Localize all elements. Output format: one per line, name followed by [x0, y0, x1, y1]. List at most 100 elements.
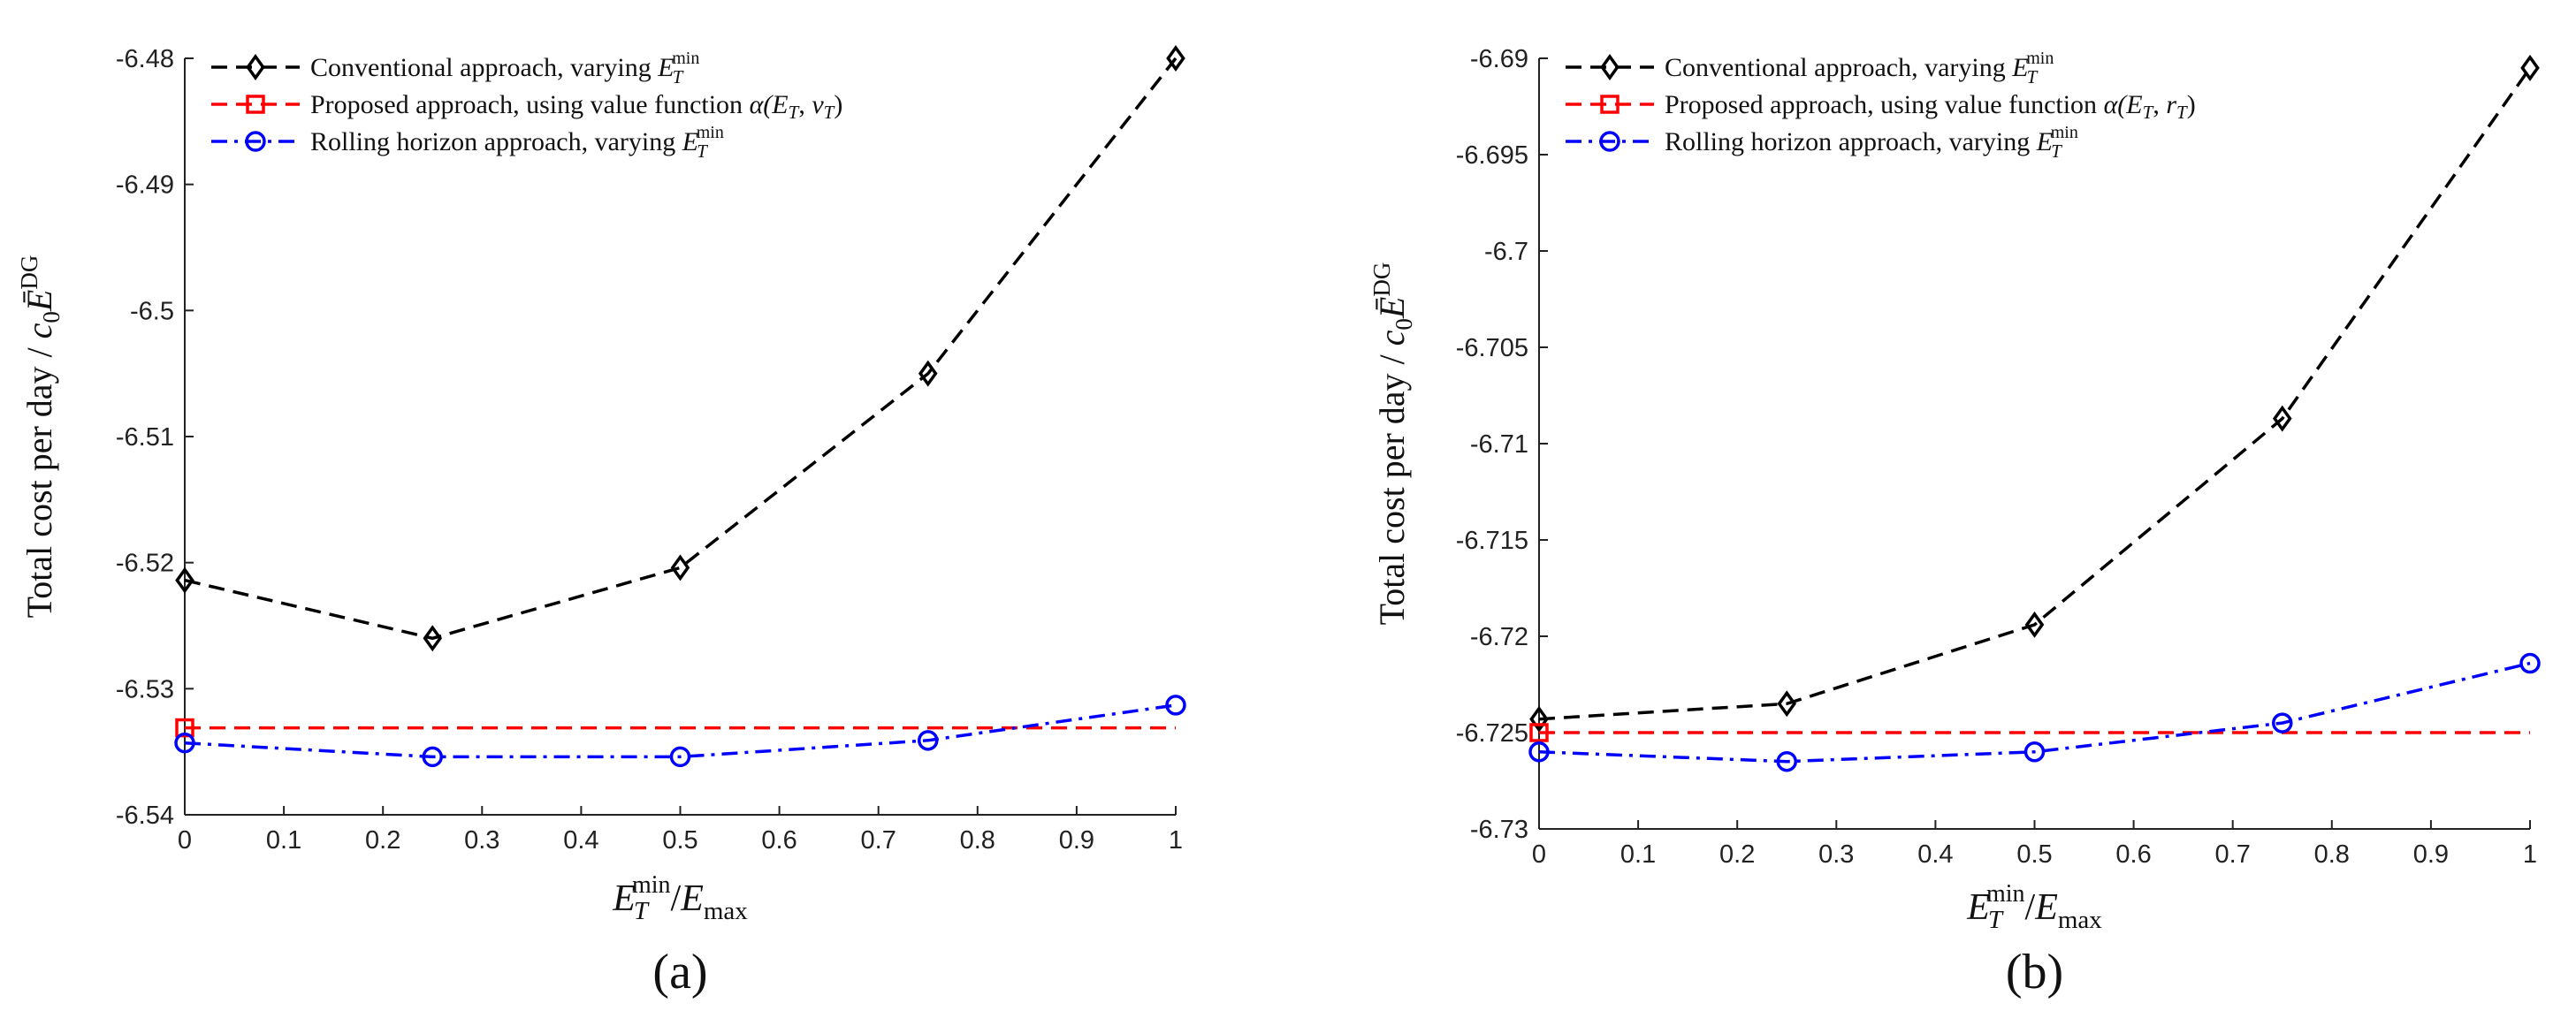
legend-marker-diamond — [246, 54, 265, 80]
x-tick-label: 0.6 — [2115, 840, 2151, 869]
series-line-3 — [1538, 661, 2531, 764]
tspan: Proposed approach, using value function — [310, 90, 750, 119]
y-tick-label: -6.48 — [116, 45, 174, 73]
y-tick-label: -6.7 — [1484, 238, 1528, 266]
series-line-3 — [184, 703, 1177, 759]
tspan: min — [2026, 49, 2054, 68]
x-tick-label: 0.4 — [563, 826, 598, 855]
x-tick-label: 0.5 — [662, 826, 697, 855]
tspan: E — [612, 878, 636, 919]
tspan: E — [2034, 887, 2058, 928]
data-point-circle — [1165, 695, 1186, 716]
tspan: T — [2143, 102, 2154, 123]
tspan: 0 — [38, 311, 65, 323]
x-tick-label: 0.7 — [2215, 840, 2251, 869]
legend-marker-diamond — [1600, 54, 1620, 80]
data-point-circle — [2519, 652, 2541, 674]
tspan: Ē — [1372, 297, 1412, 319]
x-tick-label: 1 — [2523, 840, 2537, 869]
y-tick-label: -6.54 — [116, 802, 174, 830]
y-tick-label: -6.715 — [1456, 527, 1528, 555]
data-point-diamond — [1529, 705, 1549, 733]
x-tick-label: 0.2 — [1719, 840, 1755, 869]
data-point-circle — [2272, 712, 2293, 733]
tspan: min — [1986, 880, 2025, 908]
tspan: c — [19, 323, 59, 338]
tspan: E — [1966, 887, 1990, 928]
y-tick-label: -6.725 — [1456, 719, 1528, 748]
tspan: max — [2058, 906, 2102, 934]
legend-label: Proposed approach, using value function … — [310, 90, 842, 123]
tspan: DG — [16, 255, 42, 290]
tspan: DG — [1368, 262, 1395, 297]
data-point-circle — [422, 746, 443, 768]
tspan: T — [824, 102, 835, 123]
data-point-diamond — [423, 625, 443, 652]
legend-marker-circle — [245, 131, 266, 152]
x-tick-label: 0.3 — [464, 826, 499, 855]
tspan: α(E — [750, 90, 789, 119]
chart-panel-2: 0 0.1 0.2 0.3 0.4 0.5 0.6 0.7 0.8 0.9 1 -6.69 -6.695… — [1368, 45, 2541, 999]
tspan: Ē — [19, 290, 59, 312]
legend: Conventional approach, varying ETminProp… — [211, 49, 842, 162]
data-point-diamond — [670, 554, 690, 581]
tspan: E — [2011, 53, 2028, 82]
y-tick-label: -6.49 — [116, 171, 174, 200]
y-tick-label: -6.5 — [130, 297, 174, 325]
x-tick-label: 0 — [1532, 840, 1546, 869]
data-point-circle — [669, 746, 691, 768]
panel-label: (a) — [652, 945, 707, 999]
y-tick-label: -6.705 — [1456, 334, 1528, 362]
tspan: min — [2051, 123, 2078, 142]
tspan: , — [798, 90, 812, 119]
x-axis-label: ETmin/Emax — [612, 871, 748, 925]
data-point-square — [175, 718, 194, 738]
tspan: Proposed approach, using value function — [1665, 90, 2104, 119]
tspan: E — [680, 878, 704, 919]
tspan: ) — [834, 90, 842, 119]
tspan: min — [632, 871, 671, 899]
tspan: T — [634, 897, 650, 925]
chart-panel-1: 0 0.1 0.2 0.3 0.4 0.5 0.6 0.7 0.8 0.9 1 -6.48 -6.49 -… — [16, 45, 1186, 999]
y-tick-label: -6.51 — [116, 423, 174, 452]
data-point-diamond — [1777, 690, 1797, 718]
data-point-diamond — [918, 360, 938, 387]
tspan: Total cost per day / — [19, 338, 59, 618]
x-tick-label: 0.7 — [861, 826, 896, 855]
tspan: Rolling horizon approach, varying — [310, 127, 682, 156]
tspan: Conventional approach, varying — [1665, 53, 2012, 82]
data-point-diamond — [175, 566, 194, 594]
tspan: Rolling horizon approach, varying — [1665, 127, 2037, 156]
legend-marker-square — [246, 95, 265, 114]
tspan: max — [704, 897, 748, 925]
data-point-diamond — [2272, 405, 2292, 432]
tspan: Conventional approach, varying — [310, 53, 658, 82]
legend-marker-square — [1600, 95, 1620, 114]
legend-label: Rolling horizon approach, varying ETmin — [1665, 123, 2078, 162]
data-point-diamond — [2520, 54, 2540, 81]
data-point-circle — [2023, 741, 2046, 763]
data-point-circle — [918, 730, 939, 751]
x-tick-label: 0.1 — [1620, 840, 1656, 869]
tspan: T — [1988, 906, 2004, 934]
tspan: , — [2153, 90, 2166, 119]
data-point-circle — [1528, 741, 1550, 763]
data-point-square — [1529, 723, 1549, 742]
tspan: ) — [2187, 90, 2196, 119]
y-axis-label: Total cost per day / c0ĒDG — [1368, 262, 1417, 626]
legend: Conventional approach, varying E Tmin Prop… — [1566, 49, 2196, 162]
data-point-diamond — [1166, 45, 1185, 72]
y-tick-label: -6.71 — [1470, 430, 1528, 459]
legend-label: Rolling horizon approach, varying ETmin — [310, 123, 724, 162]
y-tick-label: -6.695 — [1456, 141, 1528, 170]
tspan: / — [671, 878, 682, 919]
x-tick-label: 0.3 — [1818, 840, 1854, 869]
x-tick-label: 0.6 — [761, 826, 796, 855]
y-tick-label: -6.72 — [1470, 623, 1528, 651]
x-tick-label: 0.8 — [2314, 840, 2350, 869]
legend-label: Conventional approach, varying ETmin — [310, 49, 699, 87]
x-tick-label: 0.4 — [1917, 840, 1953, 869]
tspan: E — [657, 53, 674, 82]
x-axis-label: ETmin/Emax — [1966, 880, 2102, 934]
